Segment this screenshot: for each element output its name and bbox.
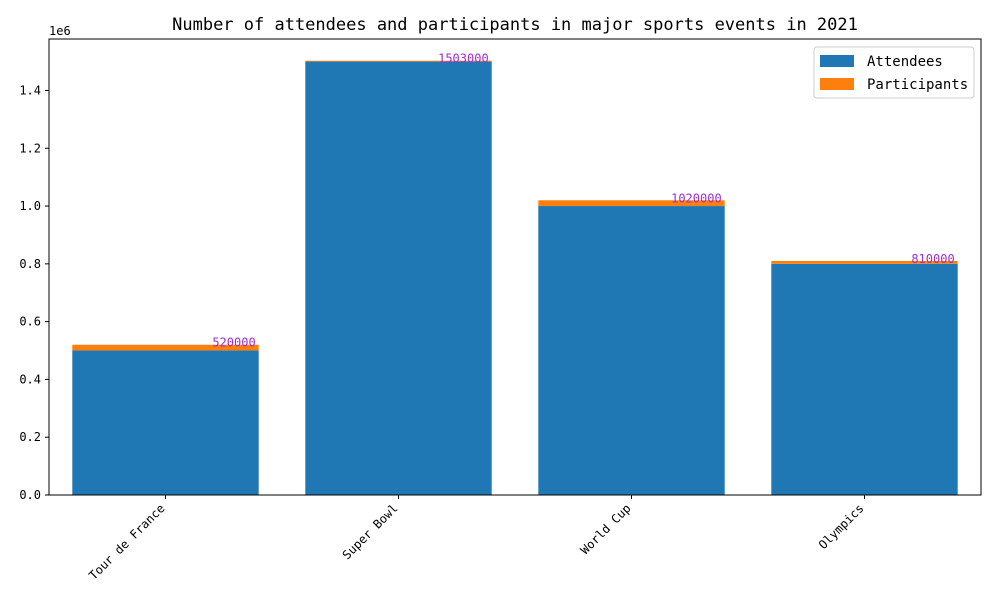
x-tick-label: World Cup (578, 501, 634, 557)
chart-title: Number of attendees and participants in … (172, 15, 858, 35)
legend-swatch (820, 78, 854, 90)
bar-attendees-world-cup (538, 206, 725, 495)
x-tick-label: Olympics (816, 501, 867, 552)
plot-area: 520000 Tour de France 1503000 Super Bowl 102… (19, 38, 982, 583)
legend: Attendees Participants (813, 46, 975, 99)
y-tick-label: 1.0 (19, 199, 41, 213)
legend-swatch (820, 55, 854, 67)
legend-label: Attendees (867, 54, 943, 70)
legend-label: Participants (867, 77, 968, 93)
bar-participants-olympics (771, 260, 958, 264)
bar-participants-world-cup (538, 200, 725, 207)
y-tick-label: 0.6 (19, 315, 41, 329)
y-tick-label: 1.2 (19, 141, 41, 155)
total-label: 1020000 (671, 191, 722, 205)
x-tick-label: Super Bowl (340, 501, 401, 562)
y-tick-label: 0.4 (19, 372, 41, 386)
bar-attendees-tour-de-france (72, 350, 259, 495)
y-axis-offset-label: 1e6 (49, 24, 71, 38)
total-label: 1503000 (438, 52, 489, 66)
total-label: 520000 (212, 336, 255, 350)
y-tick-label: 0.8 (19, 257, 41, 271)
y-tick-label: 0.2 (19, 430, 41, 444)
bar-participants-tour-de-france (72, 344, 259, 351)
y-tick-label: 1.4 (19, 83, 41, 97)
bar-attendees-olympics (771, 263, 958, 495)
plot-frame (48, 38, 982, 496)
bar-participants-super-bowl (305, 60, 492, 62)
total-label: 810000 (911, 252, 954, 266)
y-tick-label: 0.0 (19, 488, 41, 502)
x-tick-label: Tour de France (86, 501, 167, 582)
bar-attendees-super-bowl (305, 61, 492, 496)
